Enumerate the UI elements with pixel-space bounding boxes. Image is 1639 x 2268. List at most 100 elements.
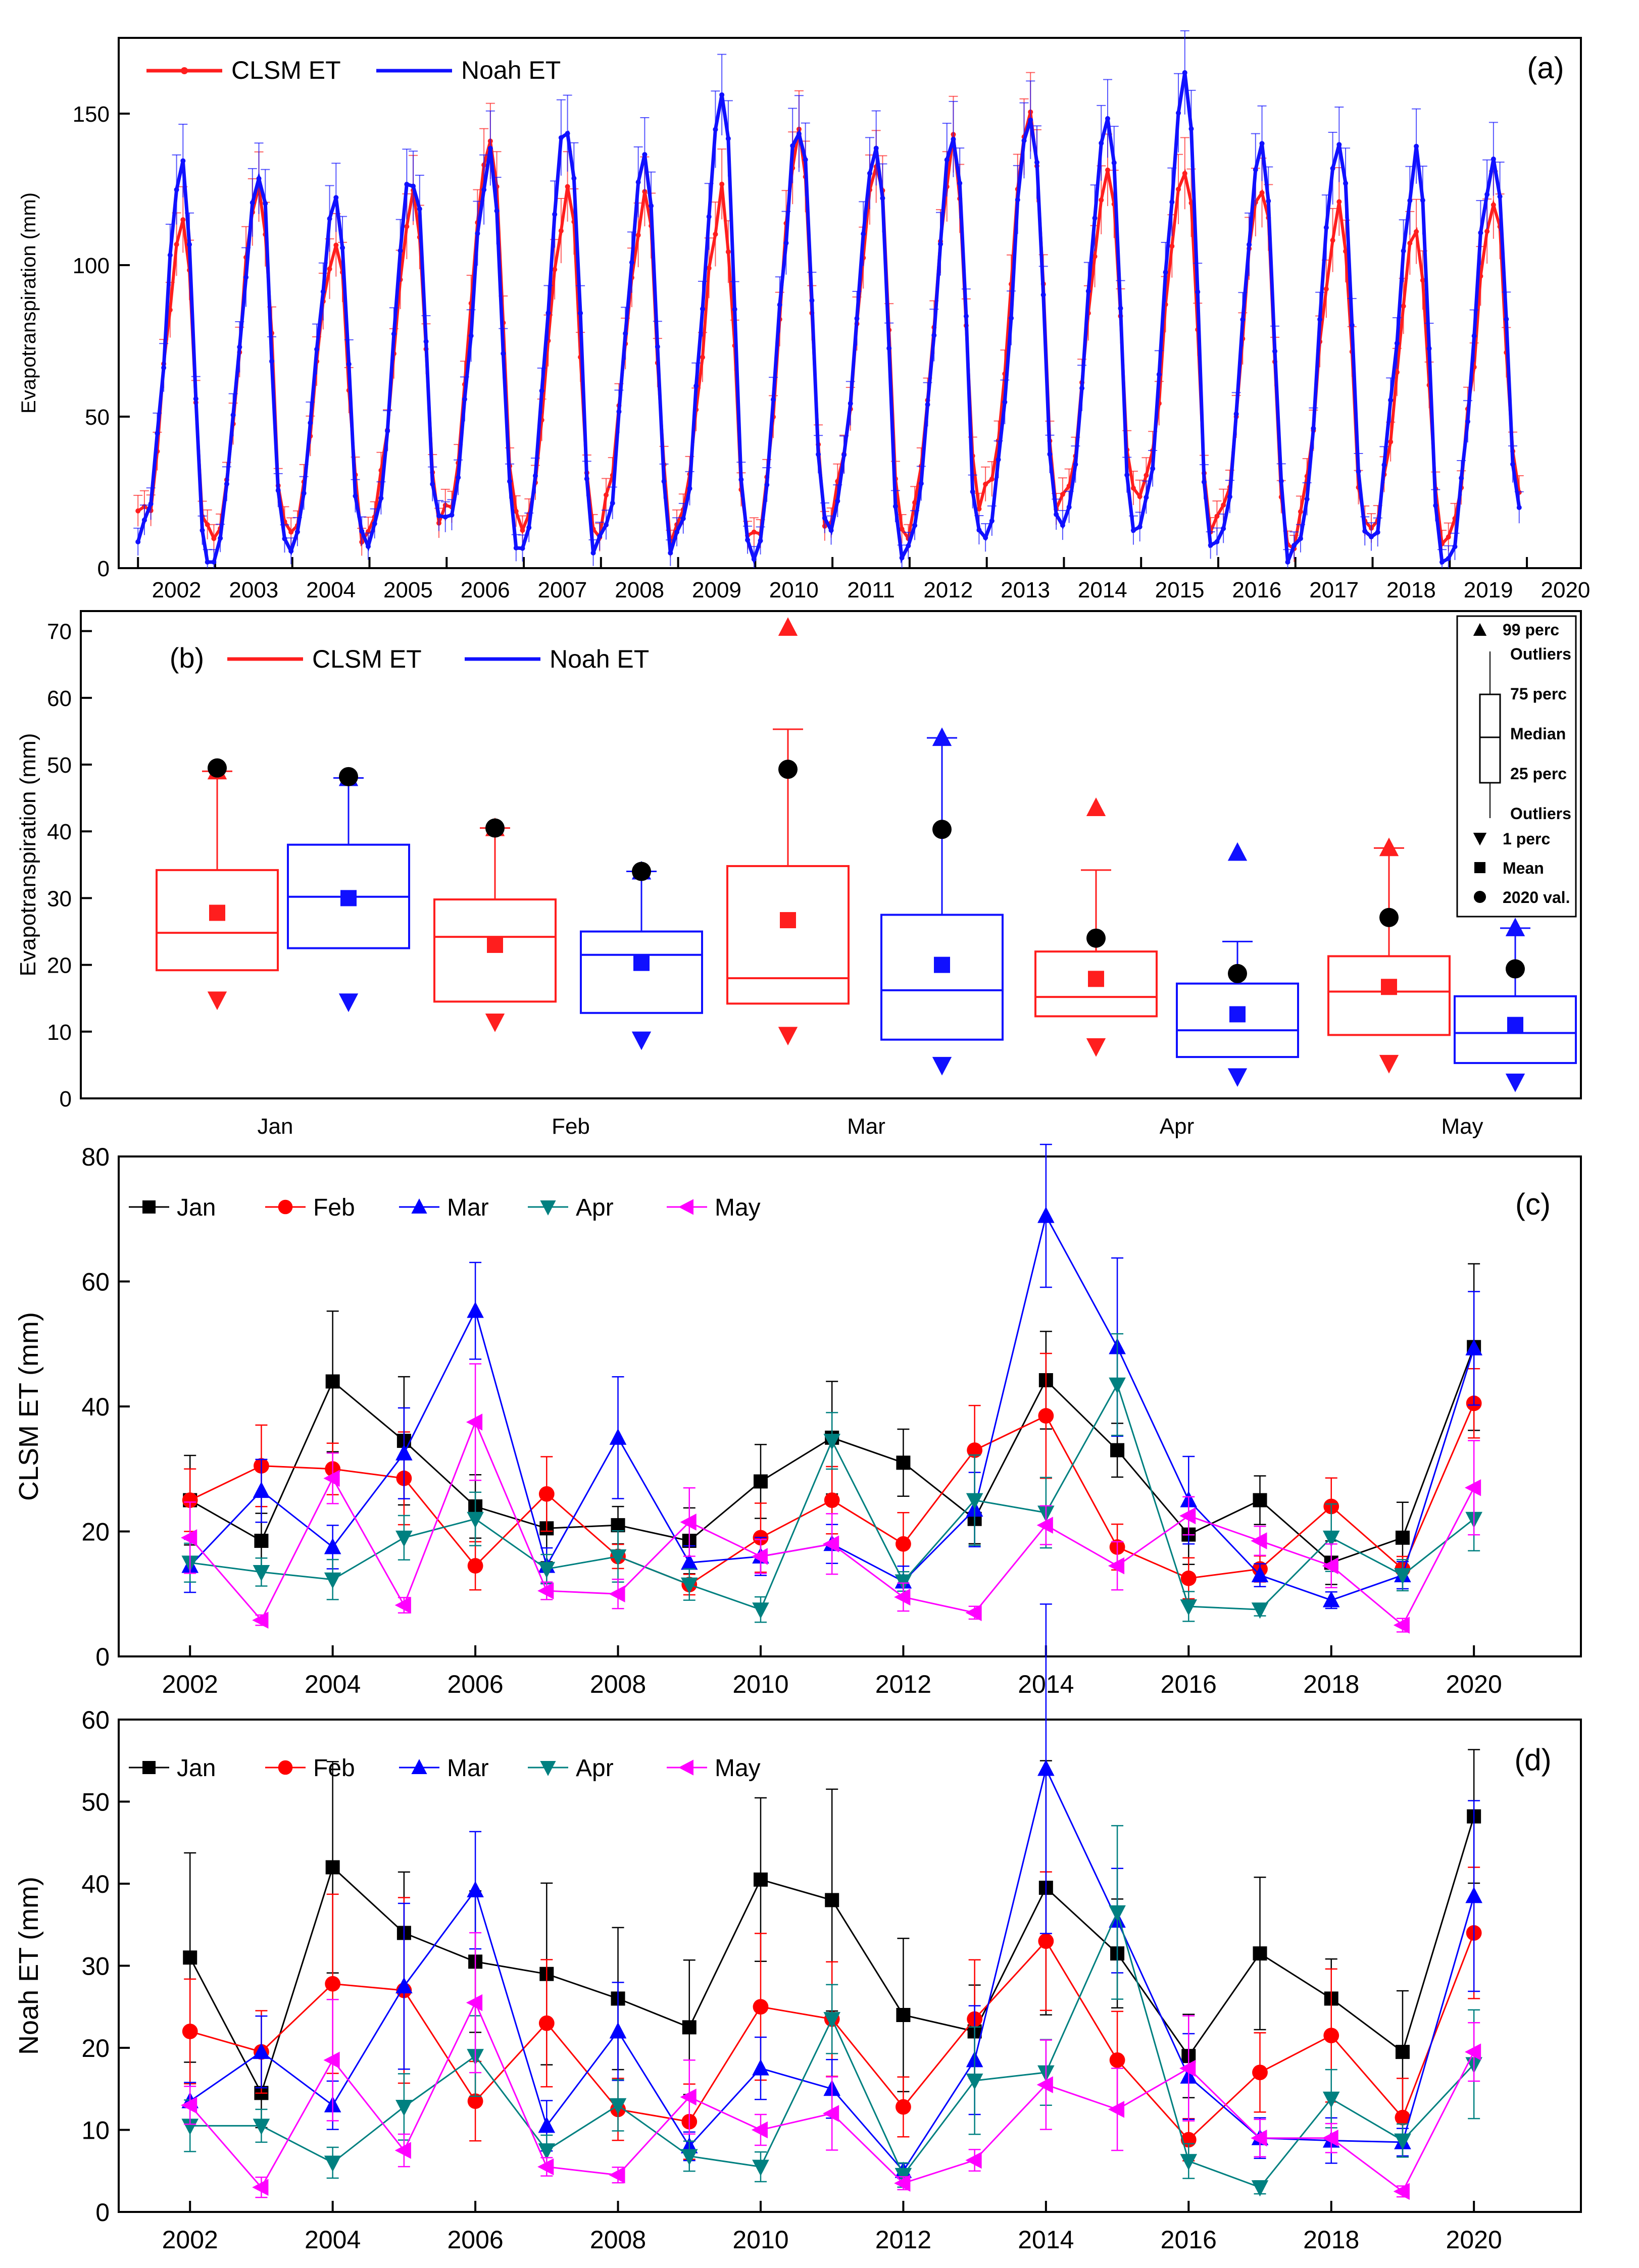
data-point [751,2121,768,2139]
data-point [745,537,751,543]
data-point [1179,1507,1196,1525]
legend-marker [278,1760,293,1775]
data-point [365,543,371,549]
data-point [925,402,930,408]
data-point [896,1536,911,1552]
data-point [1322,2091,1340,2108]
data-point [725,136,731,141]
data-point [395,2100,413,2116]
data-point [466,1994,483,2011]
data-point [1073,462,1078,467]
data-point [1292,542,1297,548]
mean-marker [487,936,503,953]
x-tick-label: 2004 [305,1670,361,1698]
box-iqr [1034,950,1158,1018]
data-point [758,538,763,543]
data-point [751,529,757,535]
x-tick-label: 2016 [1161,1670,1217,1698]
data-point [532,473,538,479]
p1-marker [207,991,227,1011]
x-tick-label: 2008 [590,1670,646,1698]
data-point [1201,479,1207,485]
legend-label-clsm: CLSM ET [312,645,422,673]
y-tick-label: 50 [81,1788,110,1817]
p1-marker [485,1013,505,1032]
box-mar-noah [880,727,1004,1076]
data-point [682,2020,697,2035]
data-point [1179,2059,1196,2077]
box-feb-clsm [433,817,557,1032]
data-point [578,311,583,316]
data-point [1336,199,1342,205]
x-tick-label: 2018 [1303,1670,1359,1698]
data-point [1251,1532,1267,1549]
x-tick-label: 2017 [1309,578,1359,602]
data-point [1144,494,1149,500]
data-point [1285,560,1290,565]
panel-label-b: (b) [170,642,204,674]
data-point [777,302,782,308]
data-point [966,2074,983,2090]
data-point [1343,180,1349,186]
data-point [1394,1568,1411,1585]
data-point [896,2008,911,2022]
data-point [951,136,956,142]
data-point [538,2143,556,2160]
data-point [1130,528,1136,533]
data-point [1109,1905,1126,1922]
key-label: Outliers [1510,804,1571,823]
data-point [706,265,712,271]
data-point [398,248,403,254]
data-point [327,216,332,222]
key-label: 99 perc [1503,621,1559,639]
data-point [1092,215,1098,221]
data-point [668,550,673,556]
data-point [253,2042,270,2059]
data-point [1266,198,1271,204]
val-2020-marker [778,760,798,779]
data-point [783,240,789,246]
x-tick-label: 2020 [1446,1670,1502,1698]
data-point [141,517,147,523]
data-point [411,183,416,189]
data-point [167,253,173,258]
panel-label: (d) [1514,1743,1551,1777]
legend-marker [678,1759,693,1776]
y-tick-label: 50 [85,405,110,430]
data-point [906,543,911,548]
legend-marker [411,1759,427,1774]
data-point [1085,288,1091,294]
data-point [1251,1566,1269,1583]
data-point [1176,186,1181,192]
data-point [719,92,725,97]
series-line-noah [136,72,1521,565]
x-tick-label: 2012 [923,578,973,602]
data-point [253,1481,270,1498]
legend-label-noah: Noah ET [550,645,649,673]
data-point [1221,502,1226,508]
data-point [1394,340,1400,346]
data-point [449,512,455,518]
data-point [275,488,281,493]
data-point [1343,248,1349,254]
data-point [753,1999,769,2015]
data-point [1060,491,1065,497]
data-point [288,529,294,535]
x-tick-label: 2019 [1464,578,1513,602]
category-label: Mar [847,1114,885,1139]
x-tick-label: 2013 [1001,578,1050,602]
legend-label-clsm: CLSM ET [231,56,341,84]
data-point [1188,126,1194,132]
data-point [423,339,429,344]
data-point [835,498,840,504]
data-point [394,2142,411,2159]
y-tick-label: 80 [81,1143,110,1171]
data-point [1214,514,1220,519]
data-point [1388,397,1394,403]
data-point [378,495,384,501]
y-tick-label: 10 [47,1020,72,1045]
mean-marker [1507,1017,1523,1033]
val-2020-marker [1086,928,1106,948]
p99-marker [1086,797,1106,816]
